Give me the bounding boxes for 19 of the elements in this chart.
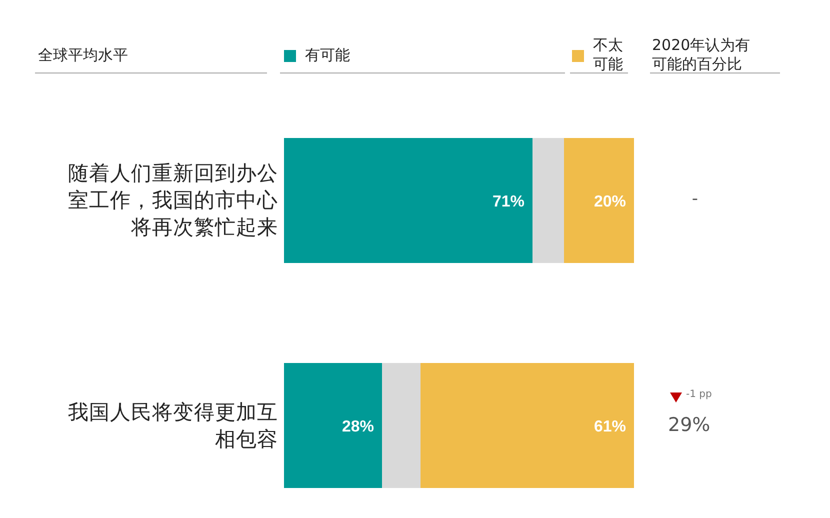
y-tick-label: 我国人民将变得更加互相包容	[67, 398, 278, 452]
legend-label: 有可能	[305, 46, 351, 65]
y-tick-label: 随着人们重新回到办公室工作，我国的市中心将再次繁忙起来	[67, 160, 278, 241]
bar	[564, 138, 634, 263]
bar	[284, 363, 382, 488]
text: 2020年认为有可能的百分比	[652, 36, 752, 74]
text: -1 pp	[686, 388, 712, 400]
text: 全球平均水平	[38, 46, 128, 65]
bar	[420, 363, 634, 488]
data-label: 61%	[594, 418, 626, 436]
data-label: 20%	[594, 194, 626, 210]
legend-label: 不太可能	[593, 36, 624, 74]
text: 29%	[668, 414, 710, 436]
data-label: 71%	[492, 194, 524, 210]
data-label: 28%	[342, 418, 374, 436]
bar	[532, 138, 564, 263]
bar	[382, 363, 420, 488]
bar	[284, 138, 532, 263]
text: -	[690, 188, 700, 208]
